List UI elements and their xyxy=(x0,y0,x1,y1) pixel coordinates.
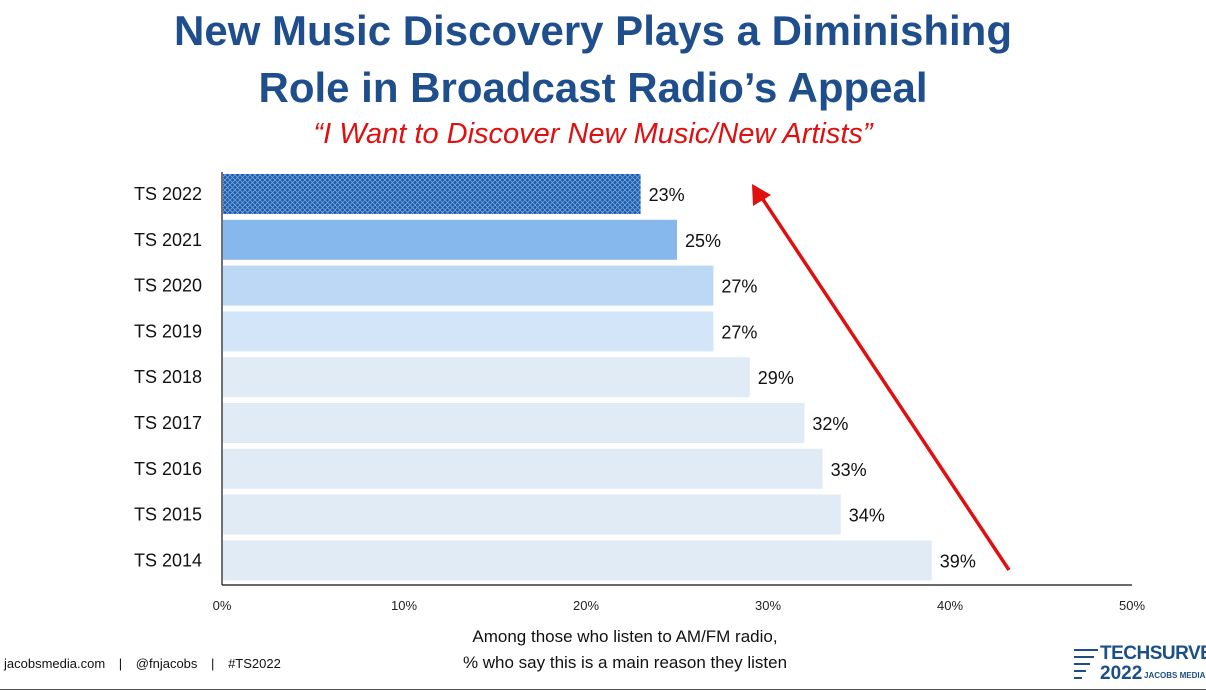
footer: jacobsmedia.com | @fnjacobs | #TS2022 xyxy=(4,656,281,671)
category-label: TS 2021 xyxy=(134,230,202,250)
chart-title-line-2: Role in Broadcast Radio’s Appeal xyxy=(258,64,928,111)
footer-site: jacobsmedia.com xyxy=(4,656,106,671)
bar-ts-2018 xyxy=(223,357,750,398)
footer-handle: @fnjacobs xyxy=(135,656,198,671)
value-label: 25% xyxy=(685,231,721,251)
category-label: TS 2022 xyxy=(134,184,202,204)
bar-ts-2022 xyxy=(223,174,641,214)
logo-year: 2022 xyxy=(1100,663,1143,684)
bar-ts-2020 xyxy=(223,265,714,306)
footer-separator: | xyxy=(211,656,215,671)
x-tick-label: 0% xyxy=(213,598,232,613)
logo-sub: JACOBS MEDIA xyxy=(1144,671,1206,680)
value-label: 33% xyxy=(831,460,867,480)
x-tick-label: 30% xyxy=(755,598,781,613)
chart-subtitle: “I Want to Discover New Music/New Artist… xyxy=(313,118,873,150)
logo-brand: TECHSURVEY xyxy=(1100,643,1206,664)
bar-ts-2021 xyxy=(223,219,677,260)
value-label: 32% xyxy=(812,414,848,434)
bar-ts-2014 xyxy=(223,540,932,581)
x-tick-label: 20% xyxy=(573,598,599,613)
x-tick-label: 40% xyxy=(937,598,963,613)
footer-hashtag: #TS2022 xyxy=(228,656,281,671)
value-label: 27% xyxy=(721,277,757,297)
category-label: TS 2015 xyxy=(134,505,202,525)
x-tick-labels: 0% 10% 20% 30% 40% 50% xyxy=(213,598,1146,613)
x-axis-title-line-1: Among those who listen to AM/FM radio, xyxy=(472,627,778,646)
x-axis-title: Among those who listen to AM/FM radio, %… xyxy=(390,624,860,676)
category-label: TS 2014 xyxy=(134,550,202,570)
bar-ts-2015 xyxy=(223,494,841,535)
value-label: 23% xyxy=(649,185,685,205)
trend-arrow xyxy=(760,197,1011,571)
footer-separator: | xyxy=(118,656,123,671)
category-label: TS 2020 xyxy=(134,276,202,296)
chart-title-line-1: New Music Discovery Plays a Diminishing xyxy=(174,7,1012,54)
x-tick-label: 50% xyxy=(1119,598,1145,613)
value-label: 39% xyxy=(940,551,976,571)
bottom-divider xyxy=(0,689,1206,690)
category-label: TS 2016 xyxy=(134,459,202,479)
trend-arrow-head xyxy=(752,184,771,206)
category-label: TS 2018 xyxy=(134,367,202,387)
category-label: TS 2017 xyxy=(134,413,202,433)
value-label: 34% xyxy=(849,506,885,526)
bar-ts-2019 xyxy=(223,311,714,352)
category-label: TS 2019 xyxy=(134,321,202,341)
bar-ts-2016 xyxy=(223,448,823,489)
techsurvey-logo: TECHSURVEY 2022 JACOBS MEDIA xyxy=(1074,644,1206,686)
value-label: 29% xyxy=(758,368,794,388)
bar-ts-2017 xyxy=(223,403,805,443)
logo-lines-icon xyxy=(1074,649,1098,684)
x-axis-title-line-2: % who say this is a main reason they lis… xyxy=(462,653,788,672)
bars-group: TS 2022 23% TS 2021 25% TS 2020 27% TS 2019 27%… xyxy=(134,174,976,581)
value-label: 27% xyxy=(721,322,757,342)
x-tick-label: 10% xyxy=(391,598,417,613)
